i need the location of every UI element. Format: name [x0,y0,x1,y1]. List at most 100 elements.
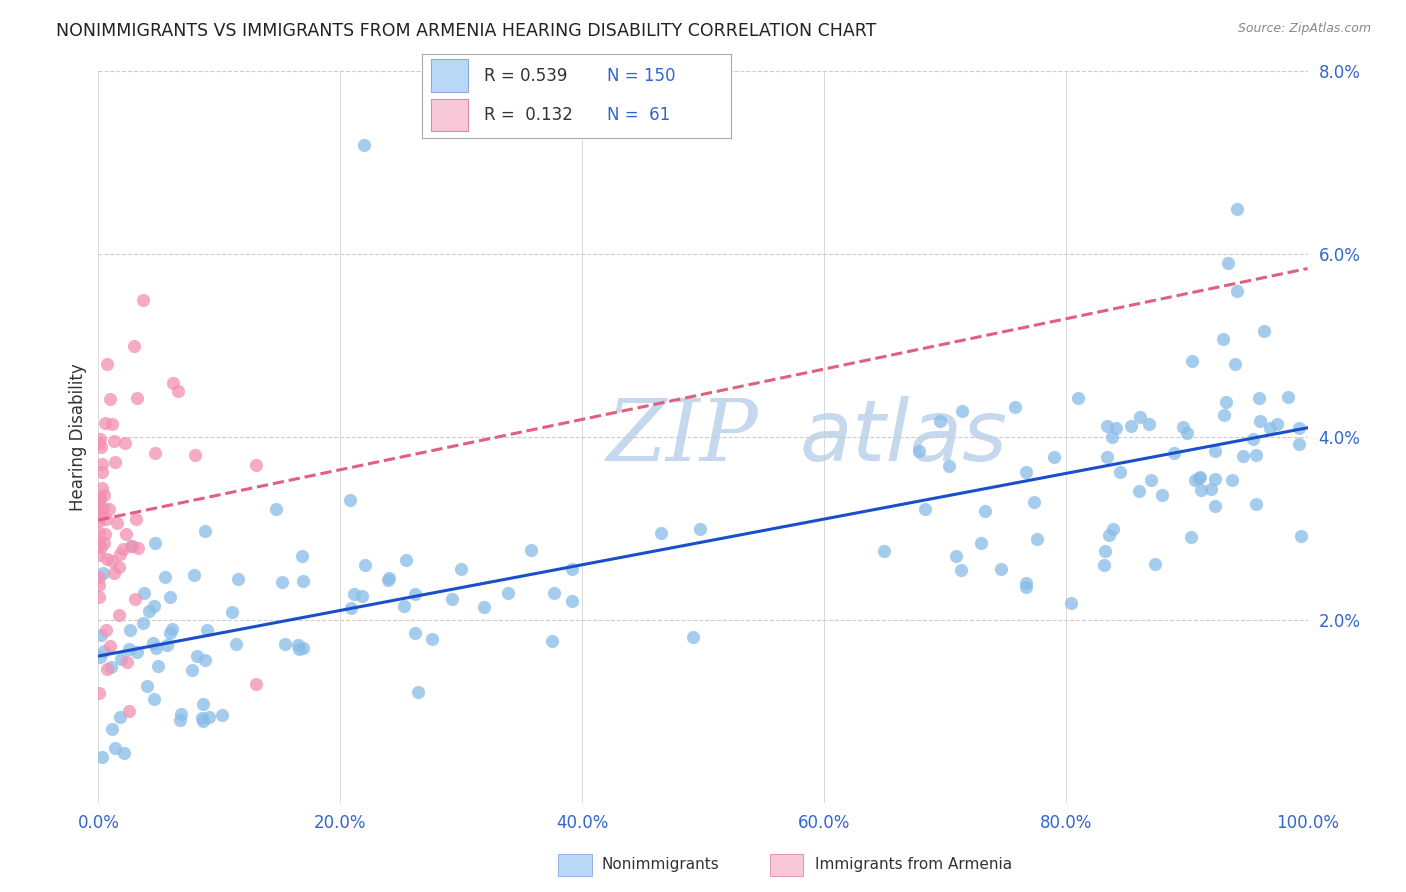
Point [221,605,243,619]
Point [89,525,111,540]
Point [90,628,112,642]
Point [1188,469,1211,483]
Point [114,436,136,450]
Point [132,293,155,307]
Point [1184,473,1206,487]
Point [198,710,221,724]
Point [354,558,377,572]
Point [292,574,315,588]
Point [395,553,418,567]
Point [291,549,314,564]
Point [340,600,363,615]
Point [422,632,444,646]
Point [127,391,149,405]
Point [1128,484,1150,499]
Point [100,660,122,674]
Point [87,537,110,551]
Text: atlas: atlas [800,395,1008,479]
Point [990,561,1012,575]
Point [1189,483,1212,497]
Point [89,505,111,519]
Point [118,641,141,656]
Point [1108,465,1130,479]
Point [650,525,672,540]
Point [87,436,110,450]
Point [378,571,401,585]
Point [114,527,136,541]
Point [682,630,704,644]
Point [107,559,129,574]
Point [142,599,165,614]
Point [132,585,155,599]
Point [87,514,110,528]
Point [1015,580,1038,594]
Point [273,637,295,651]
Point [474,599,496,614]
Point [908,444,931,458]
Point [1092,558,1115,573]
Point [689,523,711,537]
Point [1246,448,1268,462]
Point [156,638,179,652]
Point [1258,421,1281,435]
Point [1094,544,1116,558]
Point [183,568,205,582]
Point [117,705,139,719]
Point [1139,473,1161,487]
Point [404,586,426,600]
Point [87,490,110,504]
Point [167,384,190,399]
Point [1204,472,1226,486]
Point [135,679,157,693]
Point [125,512,148,526]
Text: R =  0.132: R = 0.132 [484,106,572,124]
Point [96,662,118,676]
Point [561,562,583,576]
Point [1265,417,1288,431]
Point [1199,482,1222,496]
Point [1215,394,1237,409]
Point [153,570,176,584]
Point [1097,450,1119,464]
Point [87,578,110,592]
Point [87,493,110,508]
Point [1288,421,1310,435]
Point [245,458,267,472]
Point [93,488,115,502]
Point [89,432,111,446]
Point [104,741,127,756]
Point [1253,324,1275,338]
Point [1277,390,1299,404]
Point [1220,473,1243,487]
Point [1247,391,1270,405]
Point [122,338,145,352]
Point [291,641,314,656]
Point [1004,400,1026,414]
Point [1129,410,1152,425]
Point [1204,500,1226,514]
Point [138,604,160,618]
Point [1175,426,1198,441]
Point [404,626,426,640]
Point [1101,429,1123,443]
Point [100,417,122,432]
Point [1180,530,1202,544]
Point [90,481,112,495]
Point [186,648,208,663]
Point [115,656,138,670]
Point [93,536,115,550]
Point [91,750,114,764]
Point [1249,414,1271,428]
Point [143,446,166,460]
Point [94,416,117,430]
Point [973,503,995,517]
Point [127,541,149,555]
FancyBboxPatch shape [558,854,592,876]
Point [343,587,366,601]
Point [180,664,202,678]
Point [1171,420,1194,434]
Point [91,500,114,515]
Point [540,634,562,648]
Point [1119,419,1142,434]
Point [1187,471,1209,485]
